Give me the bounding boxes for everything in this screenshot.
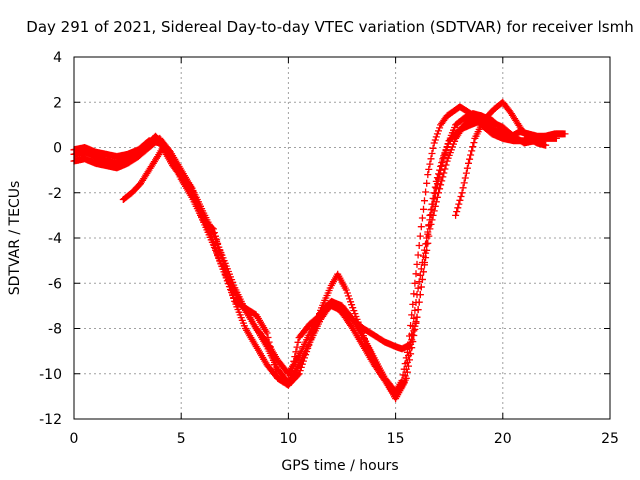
y-tick-label: -12: [39, 412, 62, 428]
x-tick-label: 5: [177, 431, 186, 447]
plot-frame: [73, 56, 611, 420]
y-tick-label: -2: [48, 186, 62, 202]
x-tick-label: 10: [279, 431, 297, 447]
y-tick-label: 0: [53, 141, 62, 157]
y-tick-labels: 4 2 0 -2 -4 -6 -8 -10 -12: [39, 50, 62, 428]
x-tick-labels: 0 5 10 15 20 25: [70, 431, 619, 447]
series-track-3: [119, 110, 517, 403]
x-tick-label: 0: [70, 431, 79, 447]
series-track-5: [452, 98, 550, 219]
data-point-markers: [70, 114, 567, 389]
chart-title: Day 291 of 2021, Sidereal Day-to-day VTE…: [26, 18, 633, 36]
data-point-markers: [119, 110, 517, 403]
y-tick-label: -4: [48, 231, 62, 247]
data-points: [70, 98, 569, 403]
y-tick-label: -6: [48, 276, 62, 292]
x-tick-label: 25: [601, 431, 619, 447]
y-tick-label: -8: [48, 322, 62, 338]
data-point-markers: [452, 98, 550, 219]
y-tick-label: 4: [53, 50, 62, 66]
x-axis-label: GPS time / hours: [281, 458, 398, 474]
series-track-2: [70, 116, 560, 400]
series-track-4: [70, 114, 567, 389]
y-tick-label: 2: [53, 95, 62, 111]
grid: [74, 57, 610, 419]
data-point-markers: [70, 116, 560, 400]
x-tick-label: 15: [387, 431, 405, 447]
x-tick-label: 20: [494, 431, 512, 447]
y-tick-label: -10: [39, 367, 62, 383]
y-axis-label: SDTVAR / TECUs: [7, 181, 23, 296]
